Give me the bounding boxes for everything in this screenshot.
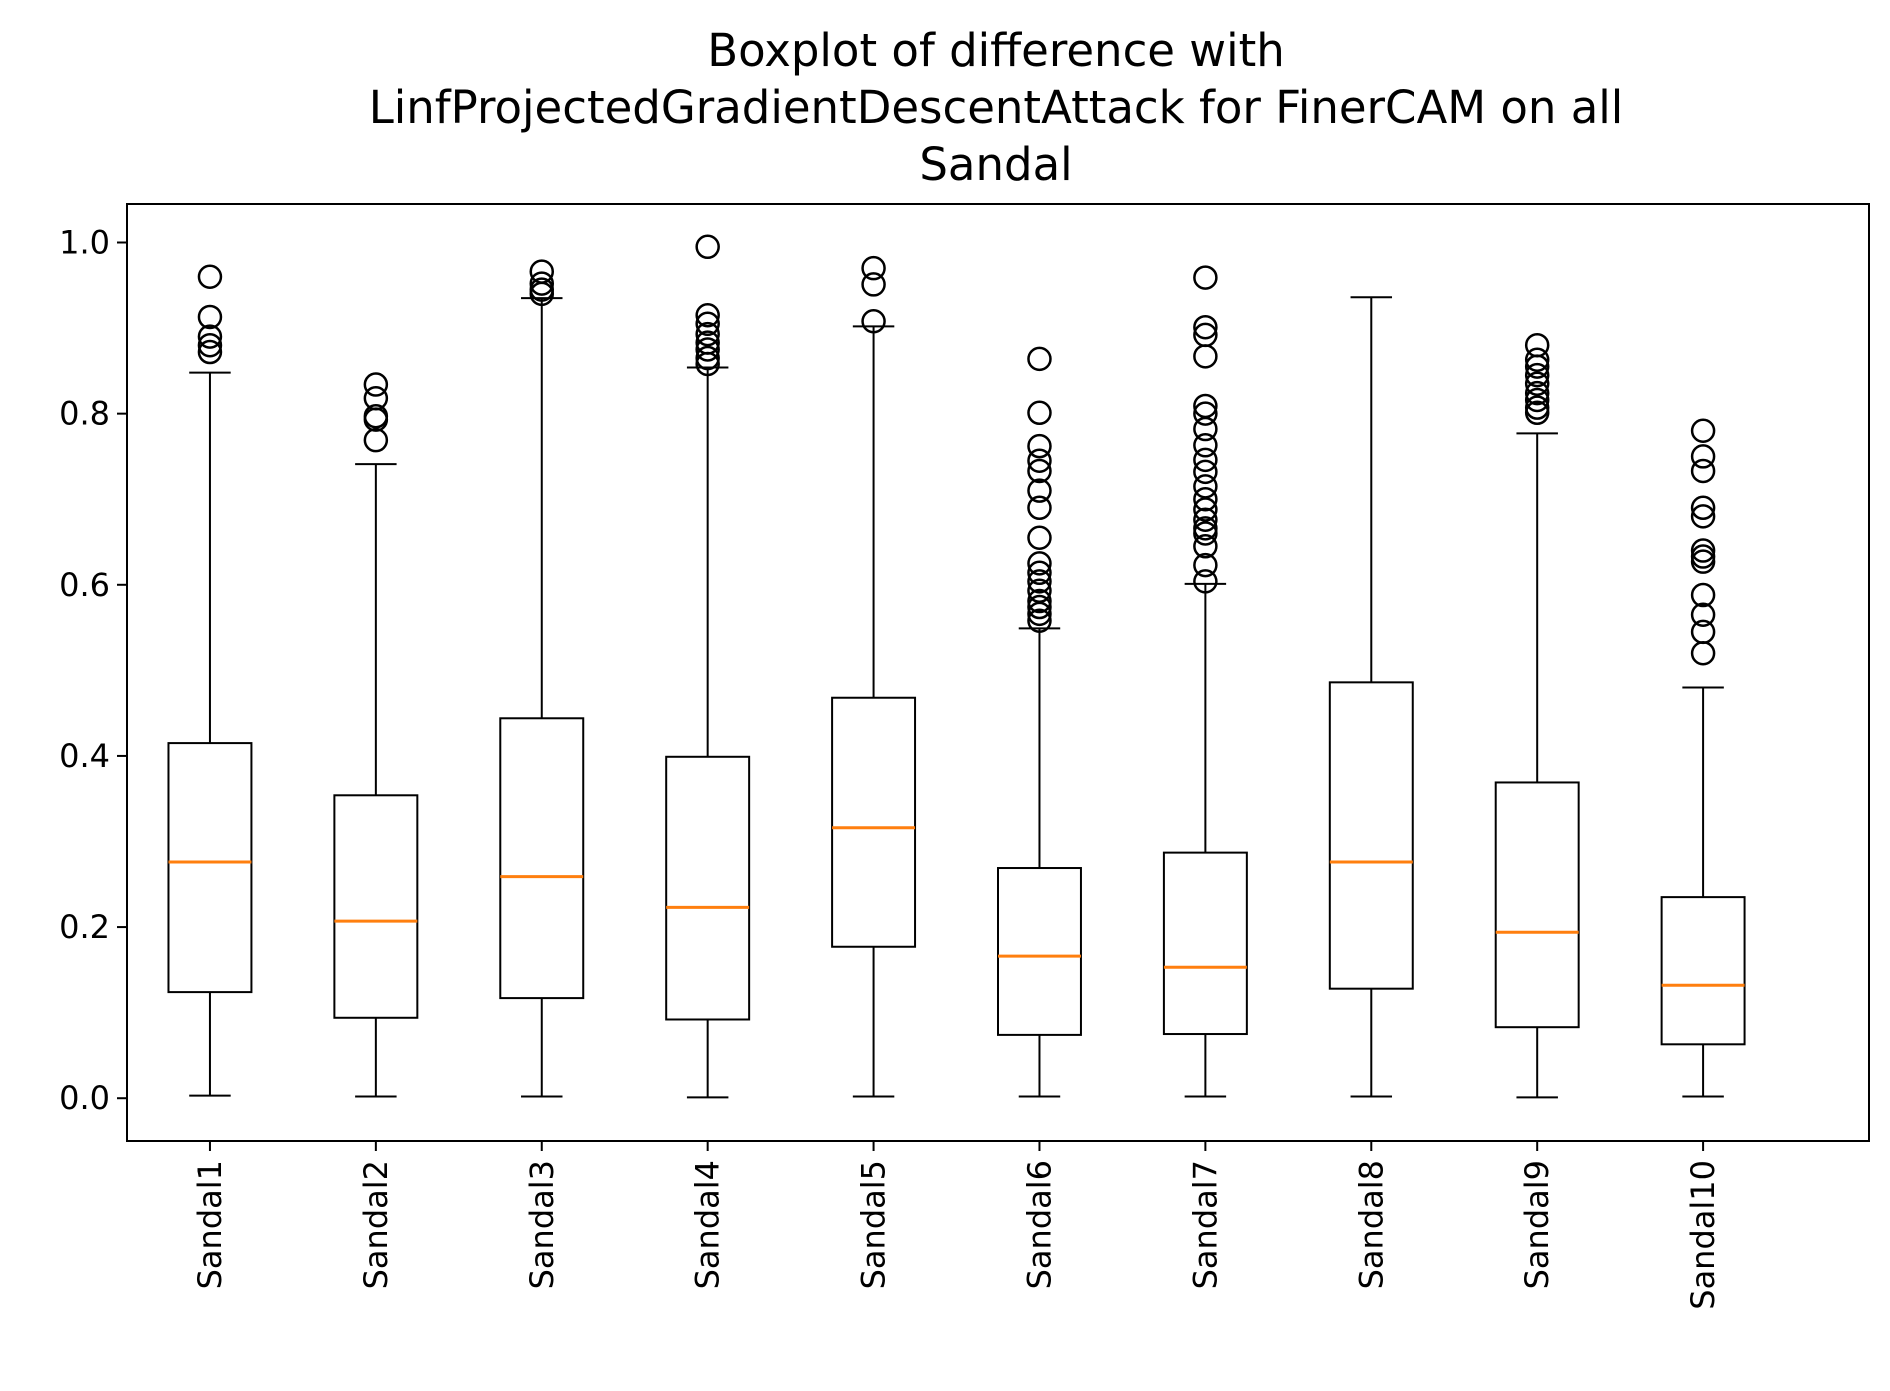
- x-tick-label: Sandal10: [1684, 1160, 1722, 1310]
- chart-title-line-2: LinfProjectedGradientDescentAttack for F…: [369, 81, 1624, 134]
- y-tick-label: 1.0: [59, 224, 110, 262]
- chart-title-line-1: Boxplot of difference with: [707, 24, 1285, 77]
- x-tick-label: Sandal8: [1352, 1160, 1390, 1289]
- y-tick-label: 0.0: [59, 1079, 110, 1117]
- x-tick-label: Sandal3: [523, 1160, 561, 1289]
- x-tick-label: Sandal9: [1518, 1160, 1556, 1289]
- y-tick-label: 0.4: [59, 737, 110, 775]
- y-tick-label: 0.6: [59, 566, 110, 604]
- x-tick-label: Sandal2: [357, 1160, 395, 1289]
- x-tick-label: Sandal5: [855, 1160, 893, 1289]
- y-tick-label: 0.8: [59, 395, 110, 433]
- y-tick-label: 0.2: [59, 908, 110, 946]
- x-tick-label: Sandal7: [1186, 1160, 1224, 1289]
- x-tick-label: Sandal6: [1020, 1160, 1058, 1289]
- x-tick-label: Sandal4: [689, 1160, 727, 1289]
- x-tick-label: Sandal1: [191, 1160, 229, 1289]
- chart-title-line-3: Sandal: [919, 138, 1072, 191]
